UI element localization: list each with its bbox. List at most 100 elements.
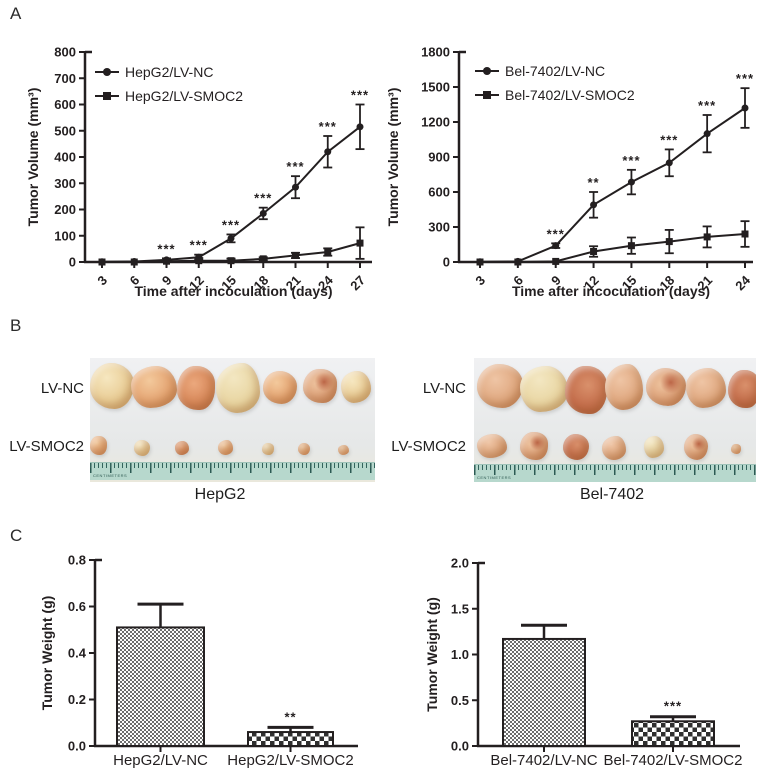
num: 400: [54, 150, 76, 165]
tumor-blob: [602, 436, 626, 460]
legend-item-HepG2/LV-NC: HepG2/LV-NC: [95, 64, 213, 80]
num: 1200: [421, 115, 450, 130]
sig: **: [284, 709, 296, 724]
tumor-blob: [684, 434, 708, 460]
tumor-blob: [90, 363, 134, 409]
bar-HepG2/LV-NC: [116, 602, 205, 752]
sig: ***: [190, 238, 208, 253]
axis-title: Tumor Volume (mm³): [25, 88, 41, 227]
tumor-blob: [731, 444, 741, 454]
bar-Bel-7402/LV-NC: [502, 623, 586, 752]
num: 700: [54, 71, 76, 86]
axis-title: Time after incoculation (days): [134, 283, 332, 299]
series-HepG2/LV-SMOC2: [98, 226, 365, 266]
sig: ***: [222, 217, 240, 232]
num: 300: [54, 176, 76, 191]
ruler: CENTIMETERS: [474, 464, 756, 482]
tumor-blob: [303, 369, 337, 403]
num: 0: [69, 255, 76, 270]
axis-title: Time after incoculation (days): [512, 283, 710, 299]
tumor-blob: [262, 443, 274, 455]
num: 0.6: [68, 599, 86, 614]
cat-label: HepG2/LV-SMOC2: [227, 752, 353, 769]
tumor-blob: [90, 436, 107, 455]
num: 800: [54, 45, 76, 60]
legend-label: HepG2/LV-SMOC2: [125, 88, 243, 104]
sig: **: [588, 175, 600, 190]
panel-label-c: C: [10, 526, 23, 545]
tumor-blob: [338, 445, 349, 455]
num: 0: [443, 255, 450, 270]
sig: ***: [664, 699, 682, 714]
legend-label: Bel-7402/LV-SMOC2: [505, 87, 635, 103]
num: 900: [428, 150, 450, 165]
tumor-blob: [520, 432, 548, 460]
tumor-blob: [218, 440, 233, 455]
bar-chart-hepg2-tumor-weight: 0.0 0.2 0.4 0.6 0.8 HepG2/LV-NC HepG2/LV-SMOC2…: [39, 553, 358, 769]
num: 600: [428, 185, 450, 200]
legend-item-HepG2/LV-SMOC2: HepG2/LV-SMOC2: [95, 88, 243, 104]
num: 600: [54, 97, 76, 112]
tumor-blob: [477, 434, 507, 458]
num: 0.4: [68, 646, 87, 661]
tumor-blob: [644, 436, 664, 458]
num: 1.5: [451, 601, 469, 616]
num: 1500: [421, 80, 450, 95]
sig: ***: [698, 98, 716, 113]
photo-caption-hepg2: HepG2: [194, 486, 246, 503]
tumor-blob: [728, 370, 756, 408]
tumor-blob: [341, 371, 371, 403]
legend-label: HepG2/LV-NC: [125, 64, 213, 80]
tumor-blob: [134, 440, 150, 456]
tumor-blob: [563, 434, 589, 460]
num: 300: [428, 220, 450, 235]
tumor-blob: [646, 368, 686, 406]
cat-label: Bel-7402/LV-NC: [490, 752, 597, 769]
num: 2.0: [451, 556, 469, 571]
series-Bel-7402/LV-SMOC2: [476, 220, 750, 266]
tick-label: 3: [94, 273, 110, 289]
tumor-blob: [605, 364, 643, 410]
legend-label: Bel-7402/LV-NC: [505, 63, 605, 79]
ruler: CENTIMETERS: [90, 462, 375, 480]
sig: ***: [351, 88, 369, 103]
tumor-blob: [298, 443, 310, 455]
tumor-blob: [216, 363, 260, 413]
sig: ***: [254, 191, 272, 206]
num: 200: [54, 202, 76, 217]
tick-label: 3: [472, 273, 488, 289]
num: 0.2: [68, 692, 86, 707]
photo-row-label-bel7402-lvnc: LV-NC: [422, 380, 466, 397]
cat-label: Bel-7402/LV-SMOC2: [604, 752, 743, 769]
bar-HepG2/LV-SMOC2: [247, 725, 334, 752]
num: 1.0: [451, 647, 469, 662]
bar-chart-bel7402-tumor-weight: 0.0 0.5 1.0 1.5 2.0 Bel-7402/LV-NC Bel-7402/LV…: [424, 556, 743, 770]
photo-row-label-bel7402-lvsmoc2: LV-SMOC2: [391, 438, 466, 455]
photo-caption-bel7402: Bel-7402: [579, 486, 645, 503]
sig: ***: [286, 159, 304, 174]
tumor-blob: [686, 368, 726, 408]
num: 0.8: [68, 553, 86, 568]
cat-label: HepG2/LV-NC: [113, 752, 208, 769]
tumor-blob: [175, 441, 189, 455]
sig: ***: [660, 132, 678, 147]
axis-title: Tumor Volume (mm³): [385, 88, 401, 227]
sig: ***: [319, 119, 337, 134]
tumor-blob: [565, 366, 607, 414]
num: 0.0: [68, 739, 86, 754]
tick-label: 27: [347, 273, 368, 294]
legend-item-Bel-7402/LV-NC: Bel-7402/LV-NC: [475, 63, 605, 79]
tumor-photo-bel7402: CENTIMETERS: [474, 358, 756, 482]
num: 500: [54, 123, 76, 138]
photo-row-label-hepg2-lvnc: LV-NC: [40, 380, 84, 397]
panel-label-b: B: [10, 316, 22, 335]
sig: ***: [736, 71, 754, 86]
tumor-blob: [177, 366, 215, 410]
panel-label-a: A: [10, 4, 22, 23]
legend-item-Bel-7402/LV-SMOC2: Bel-7402/LV-SMOC2: [475, 87, 635, 103]
num: 1800: [421, 45, 450, 60]
num: 0.0: [451, 739, 469, 754]
